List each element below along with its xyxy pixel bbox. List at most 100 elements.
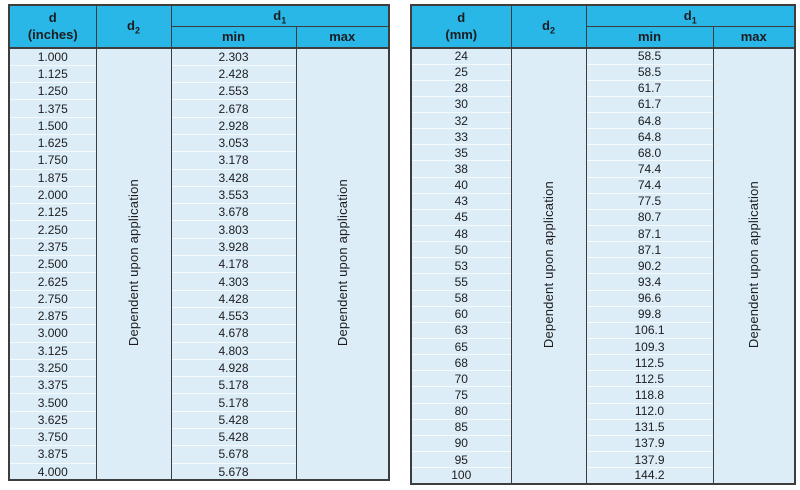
d1-base: d: [683, 7, 692, 23]
table-row: 33 64.8: [410, 128, 795, 145]
min-value-cell: 4.428: [170, 289, 297, 308]
col-header-max: max: [295, 26, 390, 49]
d-label: d: [457, 10, 466, 26]
min-value-cell: 64.8: [585, 112, 714, 129]
d-value-cell: 3.375: [8, 376, 97, 394]
min-value-cell: 77.5: [585, 192, 714, 210]
d-value-cell: 63: [410, 321, 512, 339]
d-value-cell: 3.125: [8, 341, 97, 360]
d2-merged-cell: Dependent upon application: [510, 48, 587, 484]
min-value-cell: 5.678: [170, 462, 297, 481]
min-value-cell: 64.8: [585, 128, 714, 145]
table-row: 2.625 4.303: [8, 272, 389, 291]
min-value-cell: 109.3: [585, 338, 714, 355]
d-value-cell: 3.875: [8, 445, 97, 464]
min-value-cell: 58.5: [585, 63, 714, 81]
d2-subscript: 2: [134, 25, 140, 36]
d-value-cell: 4.000: [8, 462, 97, 481]
table-row: 58 96.6: [410, 289, 795, 307]
d-value-cell: 28: [410, 79, 512, 97]
min-value-cell: 74.4: [585, 160, 714, 178]
d-value-cell: 68: [410, 354, 512, 371]
d-value-cell: 75: [410, 386, 512, 404]
min-value-cell: 4.553: [170, 306, 297, 325]
d-value-cell: 55: [410, 273, 512, 291]
min-value-cell: 5.678: [170, 445, 297, 464]
d-value-cell: 45: [410, 208, 512, 226]
d2-base: d: [542, 18, 550, 34]
min-value-cell: 4.928: [170, 358, 297, 377]
table-row: 4.000 5.678: [8, 462, 389, 481]
min-value-cell: 137.9: [585, 451, 714, 468]
table-row: 85 131.5: [410, 418, 795, 436]
col-header-min: min: [170, 26, 297, 49]
max-merged-cell: Dependent upon application: [712, 48, 796, 484]
d-value-cell: 2.250: [8, 220, 97, 239]
min-value-cell: 58.5: [585, 48, 714, 65]
table-row: 60 99.8: [410, 305, 795, 323]
dependent-upon-application-label: Dependent upon application: [334, 179, 350, 347]
d-label: d: [48, 10, 57, 26]
d-value-cell: 48: [410, 225, 512, 242]
min-value-cell: 144.2: [585, 467, 714, 484]
col-header-d2: d2: [510, 4, 587, 49]
min-value-cell: 3.428: [170, 168, 297, 187]
d-value-cell: 32: [410, 112, 512, 129]
col-header-d1: d1: [170, 4, 390, 27]
table-row: 53 90.2: [410, 257, 795, 274]
table-row: 55 93.4: [410, 273, 795, 291]
d-value-cell: 33: [410, 128, 512, 145]
d-value-cell: 80: [410, 402, 512, 420]
table-row: 3.750 5.428: [8, 428, 389, 446]
table-row: 3.125 4.803: [8, 341, 389, 360]
table-row: 1.250 2.553: [8, 82, 389, 100]
d-value-cell: 2.625: [8, 272, 97, 291]
d1-base: d: [273, 7, 282, 23]
d-value-cell: 90: [410, 434, 512, 452]
d-value-cell: 2.500: [8, 255, 97, 273]
table-row: 50 87.1: [410, 241, 795, 258]
min-value-cell: 5.178: [170, 393, 297, 412]
min-value-cell: 3.678: [170, 203, 297, 221]
table-row: 100 144.2: [410, 467, 795, 484]
table-row: 25 58.5: [410, 63, 795, 81]
d-value-cell: 1.750: [8, 151, 97, 170]
d-value-cell: 1.625: [8, 133, 97, 152]
d-value-cell: 2.750: [8, 289, 97, 308]
d-value-cell: 1.375: [8, 99, 97, 118]
min-value-cell: 3.053: [170, 133, 297, 152]
table-row: 3.875 5.678: [8, 445, 389, 464]
d-value-cell: 58: [410, 289, 512, 307]
table-row: 2.500 4.178: [8, 255, 389, 273]
min-value-cell: 3.553: [170, 185, 297, 204]
table-row: 3.250 4.928: [8, 358, 389, 377]
d-unit-label: (mm): [445, 26, 478, 42]
table-row: 1.375 2.678: [8, 99, 389, 118]
min-value-cell: 80.7: [585, 208, 714, 226]
d-value-cell: 60: [410, 305, 512, 323]
min-value-cell: 112.5: [585, 370, 714, 387]
min-value-cell: 4.178: [170, 255, 297, 273]
col-header-max: max: [712, 26, 796, 49]
table-row: 38 74.4: [410, 160, 795, 178]
max-merged-cell: Dependent upon application: [295, 48, 390, 481]
table-row: 28 61.7: [410, 79, 795, 97]
min-value-cell: 2.928: [170, 116, 297, 135]
d-value-cell: 43: [410, 192, 512, 210]
d-value-cell: 65: [410, 338, 512, 355]
min-value-cell: 96.6: [585, 289, 714, 307]
min-value-cell: 5.178: [170, 376, 297, 394]
min-value-cell: 118.8: [585, 386, 714, 404]
table-row: 45 80.7: [410, 208, 795, 226]
min-value-cell: 4.803: [170, 341, 297, 360]
table-row: 2.375 3.928: [8, 237, 389, 256]
table-row: 2.250 3.803: [8, 220, 389, 239]
mm-spec-table: d (mm) d2 d1 min max 24 Dependent upon ap…: [410, 4, 796, 485]
min-value-cell: 99.8: [585, 305, 714, 323]
d-unit-label: (inches): [27, 26, 78, 42]
table-row: 2.125 3.678: [8, 203, 389, 221]
min-value-cell: 112.5: [585, 354, 714, 371]
table-row: 80 112.0: [410, 402, 795, 420]
d-value-cell: 3.000: [8, 324, 97, 343]
